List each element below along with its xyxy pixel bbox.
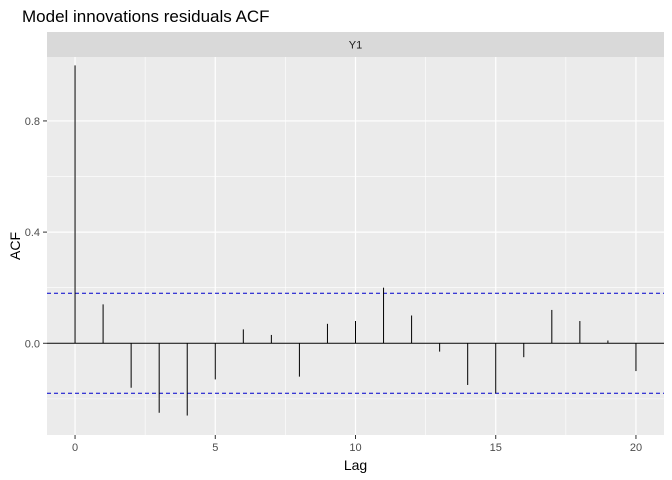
x-tick-label: 10 [349,442,361,454]
x-tick-label: 0 [72,442,78,454]
x-tick-label: 5 [212,442,218,454]
acf-spikes [74,65,637,416]
facet-strip [47,32,664,57]
x-tick-label: 20 [630,442,642,454]
y-tick-label: 0.4 [25,227,40,239]
confidence-bounds [47,292,664,394]
facet-label: Y1 [349,40,362,52]
y-tick-label: 0.0 [25,338,40,350]
x-tick-label: 15 [490,442,502,454]
x-axis-title: Lag [344,457,367,473]
y-tick-label: 0.8 [25,116,40,128]
y-axis-title: ACF [7,232,23,260]
y-axis-ticks: 0.0 0.4 0.8 [25,116,47,350]
x-axis-ticks: 0 5 10 15 20 [72,435,642,454]
chart-title: Model innovations residuals ACF [22,7,270,26]
